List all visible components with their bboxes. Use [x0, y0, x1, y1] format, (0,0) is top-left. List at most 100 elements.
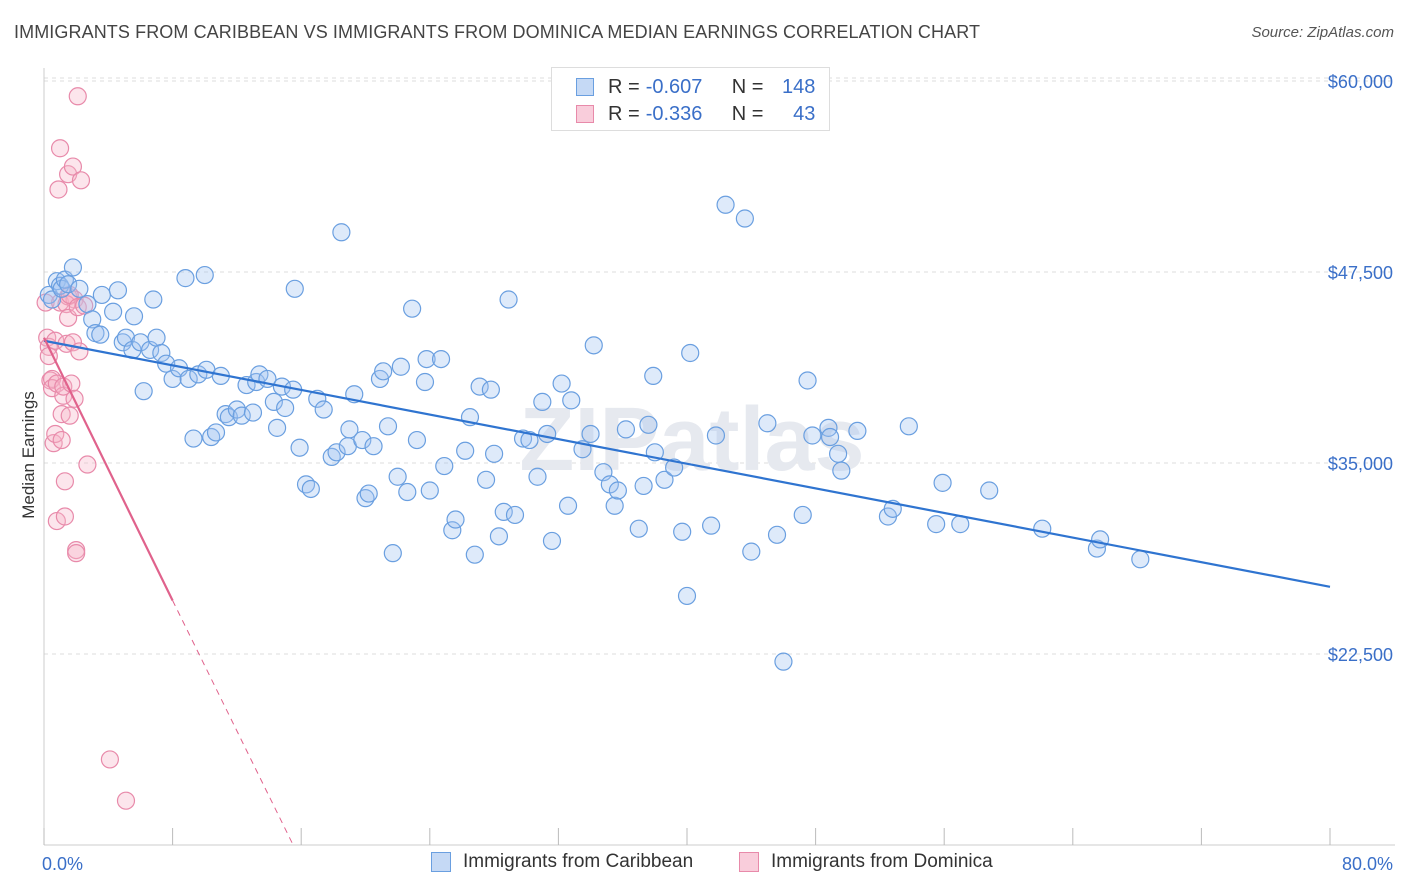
caribbean-point — [819, 418, 838, 437]
caribbean-point — [124, 307, 144, 326]
legend-r-value: -0.336 — [645, 102, 703, 125]
caribbean-point — [314, 400, 333, 419]
caribbean-point — [435, 456, 454, 476]
caribbean-point — [417, 349, 436, 369]
x-tick-label: 80.0% — [1342, 854, 1393, 874]
caribbean-point — [403, 299, 422, 318]
caribbean-point — [144, 290, 163, 309]
caribbean-point — [820, 427, 840, 447]
dominica-point — [52, 430, 71, 450]
caribbean-point — [398, 482, 417, 502]
caribbean-point — [489, 527, 509, 546]
caribbean-point — [456, 441, 475, 460]
caribbean-point — [639, 415, 658, 434]
caribbean-point — [655, 470, 674, 489]
source-label: Source: ZipAtlas.com — [1251, 24, 1394, 41]
caribbean-point — [364, 437, 383, 456]
caribbean-point — [243, 403, 263, 422]
y-tick-label: $22,500 — [1328, 645, 1393, 665]
dominica-point — [55, 507, 74, 526]
caribbean-point — [706, 426, 726, 445]
legend-n-label: N = — [731, 102, 764, 125]
caribbean-point — [505, 505, 525, 525]
legend-r-label: R = — [608, 75, 640, 98]
dominica-point — [63, 157, 83, 176]
caribbean-point — [391, 357, 410, 376]
series-label-caribbean: Immigrants from Caribbean — [463, 851, 694, 872]
chart-title: IMMIGRANTS FROM CARIBBEAN VS IMMIGRANTS … — [14, 22, 981, 42]
caribbean-point — [848, 421, 867, 441]
caribbean-point — [528, 467, 547, 486]
caribbean-point — [232, 406, 251, 425]
caribbean-points — [39, 195, 1150, 671]
caribbean-point — [353, 430, 372, 450]
caribbean-point — [980, 481, 999, 500]
caribbean-point — [163, 369, 182, 389]
caribbean-point — [216, 405, 235, 424]
caribbean-point — [608, 481, 627, 500]
y-axis-label: Median Earnings — [19, 391, 38, 519]
caribbean-point — [767, 525, 787, 544]
caribbean-point — [470, 377, 489, 396]
legend-swatch-dominica — [576, 105, 594, 123]
correlation-legend: R = -0.607 N = 148 R = -0.336 N = 43 — [551, 67, 830, 131]
caribbean-point — [195, 265, 214, 285]
caribbean-point — [108, 281, 128, 300]
caribbean-point — [301, 479, 320, 499]
dominica-point — [68, 87, 87, 106]
caribbean-point — [431, 349, 451, 369]
caribbean-point — [276, 398, 295, 418]
caribbean-point — [152, 343, 171, 363]
caribbean-point — [629, 519, 648, 538]
caribbean-point — [59, 275, 78, 294]
caribbean-point — [267, 418, 287, 437]
caribbean-point — [285, 279, 304, 298]
caribbean-point — [681, 343, 700, 363]
caribbean-point — [340, 420, 359, 439]
caribbean-point — [742, 542, 761, 561]
dominica-trendline-extension — [172, 600, 294, 846]
caribbean-point — [832, 461, 851, 480]
caribbean-point — [481, 380, 500, 399]
legend-n-label: N = — [731, 75, 764, 98]
caribbean-point — [829, 444, 848, 463]
dominica-trendline — [43, 337, 174, 602]
caribbean-point — [415, 372, 435, 392]
caribbean-point — [494, 502, 513, 521]
caribbean-point — [83, 310, 102, 329]
caribbean-point — [446, 510, 465, 529]
caribbean-point — [702, 516, 721, 535]
caribbean-point — [327, 443, 346, 462]
caribbean-point — [933, 473, 952, 492]
series-legend-caribbean: Immigrants from Caribbean — [431, 851, 693, 873]
caribbean-point — [499, 290, 518, 309]
caribbean-point — [798, 371, 817, 390]
series-legend: Immigrants from Caribbean Immigrants fro… — [0, 851, 1406, 877]
caribbean-point — [388, 467, 407, 486]
caribbean-point — [581, 424, 600, 444]
caribbean-point — [673, 522, 692, 541]
caribbean-point — [1091, 530, 1110, 549]
caribbean-point — [803, 426, 822, 445]
dominica-point — [100, 750, 120, 769]
grid-lines — [44, 77, 1395, 655]
caribbean-point — [383, 544, 402, 563]
caribbean-point — [206, 423, 226, 442]
caribbean-point — [538, 424, 557, 444]
caribbean-point — [735, 209, 754, 228]
caribbean-point — [290, 438, 309, 457]
legend-row-dominica: R = -0.336 N = 43 — [576, 101, 815, 127]
caribbean-point — [634, 476, 653, 496]
dominica-point — [49, 180, 68, 199]
caribbean-point — [91, 325, 110, 344]
caribbean-point — [533, 392, 552, 411]
caribbean-point — [359, 484, 378, 503]
caribbean-point — [179, 369, 198, 389]
caribbean-point — [184, 429, 203, 448]
caribbean-point — [562, 391, 581, 410]
caribbean-point — [465, 545, 484, 564]
caribbean-point — [420, 481, 439, 500]
dominica-point — [78, 455, 97, 474]
caribbean-point — [927, 515, 946, 534]
